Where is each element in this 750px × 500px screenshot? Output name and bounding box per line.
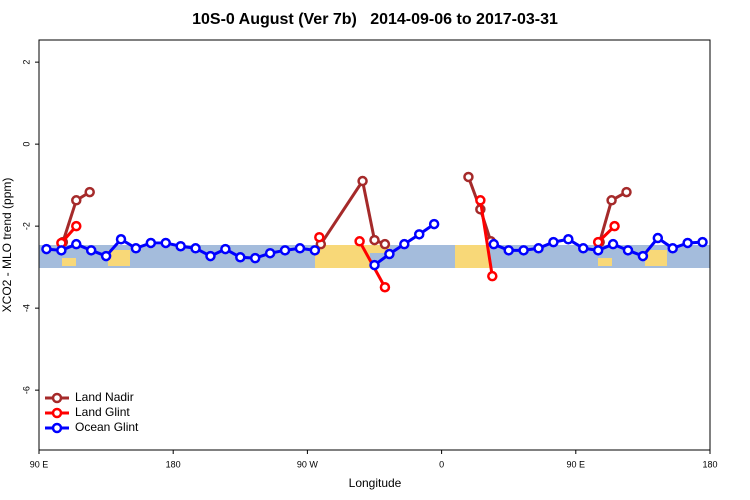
point bbox=[578, 243, 589, 254]
point bbox=[607, 238, 619, 250]
point bbox=[354, 236, 365, 247]
point bbox=[697, 236, 708, 248]
point bbox=[84, 186, 95, 198]
point bbox=[463, 171, 474, 183]
point bbox=[115, 234, 127, 245]
point bbox=[235, 252, 246, 263]
point bbox=[652, 232, 664, 244]
point bbox=[175, 240, 186, 252]
x-tick-label: 180 bbox=[702, 459, 717, 469]
point bbox=[563, 234, 574, 245]
point bbox=[190, 243, 201, 254]
legend-marker bbox=[51, 407, 63, 419]
point bbox=[667, 243, 678, 254]
point bbox=[548, 236, 559, 248]
point bbox=[682, 237, 693, 249]
x-tick-label: 90 W bbox=[297, 459, 319, 469]
legend-marker bbox=[51, 422, 63, 434]
point bbox=[314, 231, 325, 243]
point bbox=[533, 243, 544, 254]
point bbox=[487, 270, 498, 282]
point bbox=[145, 237, 157, 249]
point bbox=[309, 245, 321, 256]
x-tick-label: 0 bbox=[439, 459, 444, 469]
y-tick-label: 0 bbox=[21, 142, 31, 147]
x-tick-label: 90 E bbox=[30, 459, 49, 469]
chart-title: 10S-0 August (Ver 7b) 2014-09-06 to 2017… bbox=[192, 11, 558, 28]
legend-label: Ocean Glint bbox=[75, 420, 139, 434]
point bbox=[488, 238, 500, 250]
point bbox=[413, 229, 425, 240]
point bbox=[606, 195, 617, 206]
legend-label: Land Glint bbox=[75, 405, 130, 419]
x-tick-label: 180 bbox=[166, 459, 181, 469]
point bbox=[220, 243, 231, 255]
point bbox=[357, 175, 368, 187]
point bbox=[41, 243, 52, 255]
x-tick-label: 90 E bbox=[567, 459, 586, 469]
point bbox=[475, 195, 486, 206]
series-line bbox=[61, 176, 628, 246]
point bbox=[622, 245, 634, 256]
y-tick-label: -2 bbox=[21, 222, 31, 230]
legend-marker bbox=[51, 392, 63, 404]
point bbox=[369, 259, 380, 271]
y-tick-label: -4 bbox=[21, 304, 31, 312]
y-tick-label: 2 bbox=[21, 60, 31, 65]
point bbox=[428, 218, 440, 230]
point bbox=[518, 245, 529, 256]
point bbox=[637, 250, 649, 262]
point bbox=[160, 237, 171, 249]
point bbox=[503, 245, 514, 256]
point bbox=[205, 250, 216, 262]
point bbox=[379, 238, 391, 250]
point bbox=[100, 250, 112, 262]
point bbox=[399, 238, 410, 250]
point bbox=[71, 220, 82, 232]
point bbox=[130, 243, 142, 254]
point bbox=[71, 238, 82, 250]
x-axis-label: Longitude bbox=[349, 476, 402, 490]
point bbox=[592, 245, 604, 256]
point bbox=[621, 186, 632, 198]
point bbox=[264, 247, 276, 259]
point bbox=[279, 245, 291, 256]
point bbox=[379, 281, 391, 293]
point bbox=[71, 195, 82, 206]
point bbox=[249, 252, 261, 264]
point bbox=[294, 243, 306, 254]
point bbox=[56, 245, 67, 256]
y-axis-label: XCO2 - MLO trend (ppm) bbox=[0, 178, 14, 313]
y-tick-label: -6 bbox=[21, 386, 31, 394]
legend-label: Land Nadir bbox=[75, 390, 134, 404]
plot-frame bbox=[38, 39, 711, 451]
point bbox=[592, 236, 604, 248]
point bbox=[369, 234, 380, 246]
point bbox=[609, 220, 620, 232]
point bbox=[384, 248, 395, 260]
point bbox=[85, 245, 97, 256]
